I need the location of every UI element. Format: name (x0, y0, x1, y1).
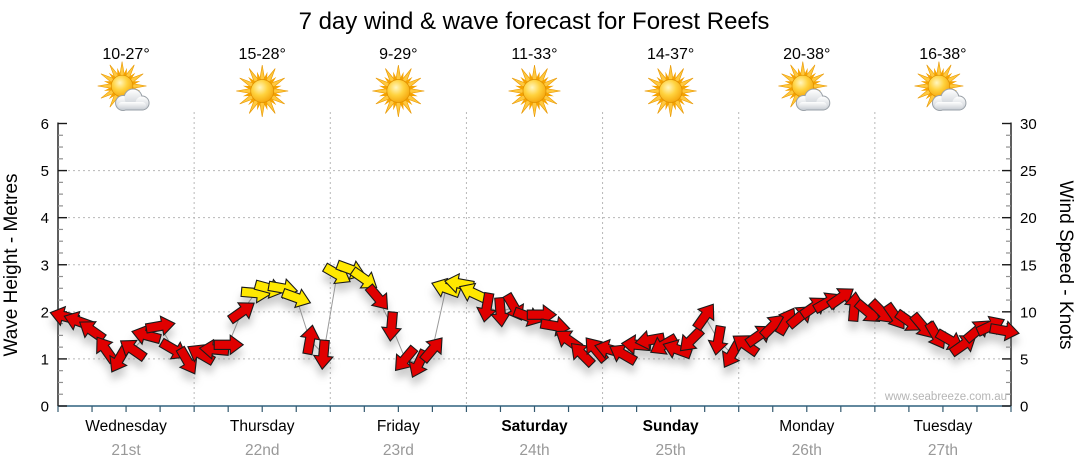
wind-arrow (280, 287, 312, 309)
left-tick-label: 5 (41, 163, 49, 180)
wind-arrow (585, 337, 610, 364)
left-tick-label: 6 (41, 116, 49, 133)
wind-arrow (570, 342, 597, 369)
wind-arrow (299, 324, 321, 356)
wind-arrow (679, 326, 706, 352)
right-tick-label: 15 (1020, 257, 1037, 274)
date-label: 24th (519, 442, 549, 459)
temp-range-label: 20-38° (783, 46, 830, 63)
wind-arrow (131, 324, 162, 346)
temp-range-label: 15-28° (239, 46, 286, 63)
wind-arrow (732, 335, 761, 358)
date-label: 23rd (383, 442, 414, 459)
right-tick-label: 5 (1020, 351, 1028, 368)
right-tick-label: 25 (1020, 163, 1037, 180)
wind-arrow (825, 288, 854, 311)
wind-arrow (213, 334, 245, 356)
day-label: Wednesday (85, 418, 167, 435)
date-label: 22nd (245, 442, 279, 459)
right-tick-label: 30 (1020, 116, 1037, 133)
weather-icon-sun-cloud (97, 61, 150, 111)
wind-arrows (49, 259, 1020, 379)
cloud-part (931, 88, 967, 111)
wind-arrow (226, 302, 255, 325)
date-label: 27th (928, 442, 958, 459)
wind-arrow (692, 303, 715, 332)
weather-icon-sun (372, 64, 425, 118)
right-tick-label: 20 (1020, 210, 1037, 227)
wind-arrow (312, 339, 335, 371)
left-tick-label: 0 (41, 399, 49, 416)
date-label: 21st (111, 442, 141, 459)
weather-icon-sun-cloud (914, 61, 967, 111)
sun-disc (250, 79, 275, 103)
temp-range-label: 10-27° (102, 46, 149, 63)
axes: 0 1 2 3 4 5 6 0 5 10 15 20 25 30 (41, 116, 1037, 416)
cloud-part (115, 88, 150, 111)
temp-range-label: 9-29° (379, 46, 417, 63)
wind-arrow (634, 329, 666, 351)
temp-range-label: 11-33° (511, 46, 557, 63)
day-label: Monday (779, 418, 834, 435)
day-label: Tuesday (913, 418, 972, 435)
left-tick-label: 1 (41, 351, 49, 368)
weather-icon-sun (508, 64, 561, 118)
sun-disc (386, 79, 411, 103)
watermark: www.seabreeze.com.au (884, 391, 1007, 403)
wind-arrow (364, 283, 389, 310)
temp-range-label: 16-38° (919, 46, 966, 63)
sun-disc (658, 79, 683, 103)
weather-icon-sun-cloud (778, 61, 831, 111)
sun-disc (522, 79, 547, 103)
right-axis-label: Wind Speed - Knots (1055, 181, 1076, 350)
wind-arrow (988, 320, 1020, 342)
date-label: 25th (656, 442, 686, 459)
day-label: Sunday (643, 418, 699, 435)
wind-arrow (175, 345, 198, 375)
left-tick-label: 3 (41, 257, 49, 274)
cloud-shape (118, 102, 147, 110)
cloud-shape (798, 102, 827, 110)
weather-icon-sun (236, 64, 289, 118)
grid-lines (58, 112, 1011, 406)
wind-arrow (394, 344, 419, 372)
chart-title: 7 day wind & wave forecast for Forest Re… (299, 8, 770, 35)
left-axis-label: Wave Height - Metres (1, 173, 22, 356)
right-tick-label: 0 (1020, 399, 1028, 416)
wind-arrow (78, 321, 107, 344)
temp-range-label: 14-37° (647, 46, 694, 63)
left-tick-label: 4 (41, 210, 49, 227)
wind-arrow (526, 304, 558, 326)
day-label: Thursday (230, 418, 295, 435)
cloud-shape (934, 102, 963, 110)
wind-arrow (609, 344, 639, 366)
day-columns: 10-27° Wednesday 21st 15-28° Thursday 22nd 9-2… (85, 46, 972, 459)
wind-arrow (489, 296, 512, 328)
left-tick-label: 2 (41, 304, 49, 321)
wind-arrow (119, 339, 148, 363)
cloud-part (795, 88, 831, 111)
wind-arrow (187, 344, 217, 366)
right-tick-label: 10 (1020, 304, 1037, 321)
day-label: Saturday (501, 418, 568, 435)
wind-arrow (144, 315, 176, 337)
weather-icon-sun (644, 64, 697, 118)
wind-arrow (380, 311, 403, 342)
day-label: Friday (377, 418, 420, 435)
date-label: 26th (792, 442, 822, 459)
wind-arrow (419, 337, 443, 364)
wind-arrow (707, 324, 729, 356)
